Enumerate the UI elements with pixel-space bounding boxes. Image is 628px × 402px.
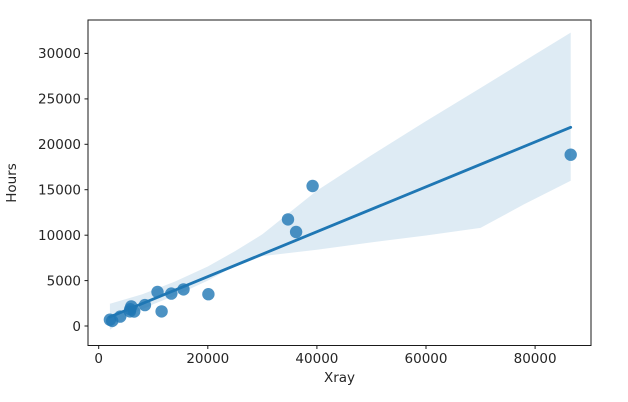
data-point xyxy=(165,287,178,300)
y-tick-label: 30000 xyxy=(38,46,81,62)
axis-ticks: 0 20000 40000 60000 80000 0 5000 10000 15000 2000… xyxy=(38,46,557,367)
data-point xyxy=(564,148,577,161)
data-point xyxy=(114,310,127,323)
x-tick-label: 60000 xyxy=(405,351,448,367)
x-tick-label: 0 xyxy=(94,351,103,367)
x-tick-label: 80000 xyxy=(514,351,557,367)
data-point xyxy=(151,285,164,299)
y-tick-label: 15000 xyxy=(38,183,81,199)
y-axis-label: Hours xyxy=(4,163,20,203)
y-tick-label: 0 xyxy=(72,319,81,335)
confidence-band xyxy=(109,32,571,330)
y-tick-label: 10000 xyxy=(38,228,81,244)
data-point xyxy=(155,305,168,318)
y-tick-label: 25000 xyxy=(38,92,81,108)
y-tick-label: 5000 xyxy=(47,273,81,289)
data-point xyxy=(177,283,190,296)
x-tick-label: 40000 xyxy=(295,351,338,367)
y-tick-label: 20000 xyxy=(38,137,81,153)
confidence-band-area xyxy=(109,32,571,330)
plot-border xyxy=(87,19,592,346)
data-point xyxy=(306,179,319,193)
data-points xyxy=(103,148,577,328)
data-point xyxy=(281,213,295,226)
x-tick-label: 20000 xyxy=(186,351,229,367)
data-point xyxy=(138,298,152,312)
x-axis-label: Xray xyxy=(324,370,355,386)
data-point xyxy=(289,225,303,239)
data-point xyxy=(202,288,215,301)
data-point xyxy=(128,305,141,318)
